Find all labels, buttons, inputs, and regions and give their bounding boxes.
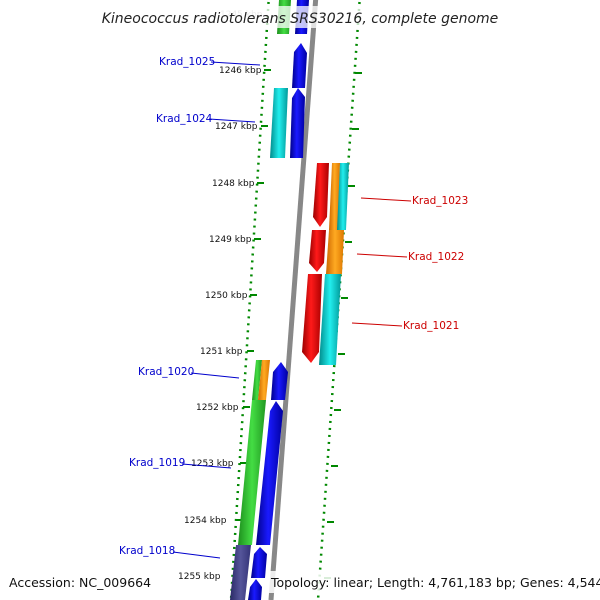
leader-line <box>172 551 221 559</box>
leader-line <box>360 197 412 202</box>
gene-cds-krad-1021[interactable] <box>302 274 322 363</box>
gene-cds <box>337 163 349 230</box>
gene-label-krad-1025[interactable]: Krad_1025 <box>159 56 215 68</box>
gene-label-krad-1020[interactable]: Krad_1020 <box>138 366 194 378</box>
gene-cds <box>290 88 305 158</box>
gene-cds <box>256 401 283 545</box>
gene-cds-krad-1024[interactable] <box>270 88 288 158</box>
kbp-label: 1251 kbp <box>200 347 243 357</box>
gene-label-krad-1022[interactable]: Krad_1022 <box>408 251 464 263</box>
ruler-right-guide <box>316 0 361 600</box>
gene-cds-krad-1020[interactable] <box>252 360 262 400</box>
kbp-label: 1248 kbp <box>212 179 255 189</box>
ruler-left-guide <box>229 0 270 600</box>
leader-line <box>210 61 261 66</box>
kbp-label: 1250 kbp <box>205 291 248 301</box>
gene-cds-krad-1022[interactable] <box>309 230 326 272</box>
gene-label-krad-1021[interactable]: Krad_1021 <box>403 320 459 332</box>
title-background <box>100 6 500 28</box>
gene-cds-krad-1018[interactable] <box>230 545 251 600</box>
kbp-label: 1249 kbp <box>209 235 252 245</box>
gene-cds <box>271 362 288 400</box>
gene-label-krad-1018[interactable]: Krad_1018 <box>119 545 175 557</box>
gene-cds-krad-1025[interactable] <box>292 43 307 88</box>
gene-cds <box>251 547 267 578</box>
genome-backbone <box>268 0 319 600</box>
gene-cds <box>248 579 262 600</box>
gene-label-krad-1019[interactable]: Krad_1019 <box>129 457 185 469</box>
kbp-label: 1247 kbp <box>215 122 258 132</box>
leader-line <box>190 372 240 379</box>
gene-label-krad-1023[interactable]: Krad_1023 <box>412 195 468 207</box>
leader-line <box>351 322 403 327</box>
gene-cds <box>329 163 340 230</box>
leader-line <box>356 253 408 258</box>
kbp-label: 1246 kbp <box>219 66 262 76</box>
kbp-label: 1254 kbp <box>184 516 227 526</box>
gene-cds <box>319 274 341 365</box>
map-title: Kineococcus radiotolerans SRS30216, comp… <box>102 11 499 27</box>
leader-line <box>208 118 256 123</box>
topology-text: Topology: linear; Length: 4,761,183 bp; … <box>270 575 600 590</box>
footer-background-left <box>4 571 154 593</box>
gene-cds <box>326 230 344 274</box>
gene-cds-krad-1019[interactable] <box>238 400 266 545</box>
gene-cds-krad-1023[interactable] <box>313 163 329 227</box>
kbp-label: 1253 kbp <box>191 459 234 469</box>
kbp-label: 1255 kbp <box>178 572 221 582</box>
gene-label-krad-1024[interactable]: Krad_1024 <box>156 113 213 125</box>
accession-text: Accession: NC_009664 <box>9 575 151 590</box>
leader-line <box>181 463 232 469</box>
footer-background-right <box>268 571 596 593</box>
kbp-label: 1252 kbp <box>196 403 239 413</box>
gene-cds <box>258 360 270 400</box>
